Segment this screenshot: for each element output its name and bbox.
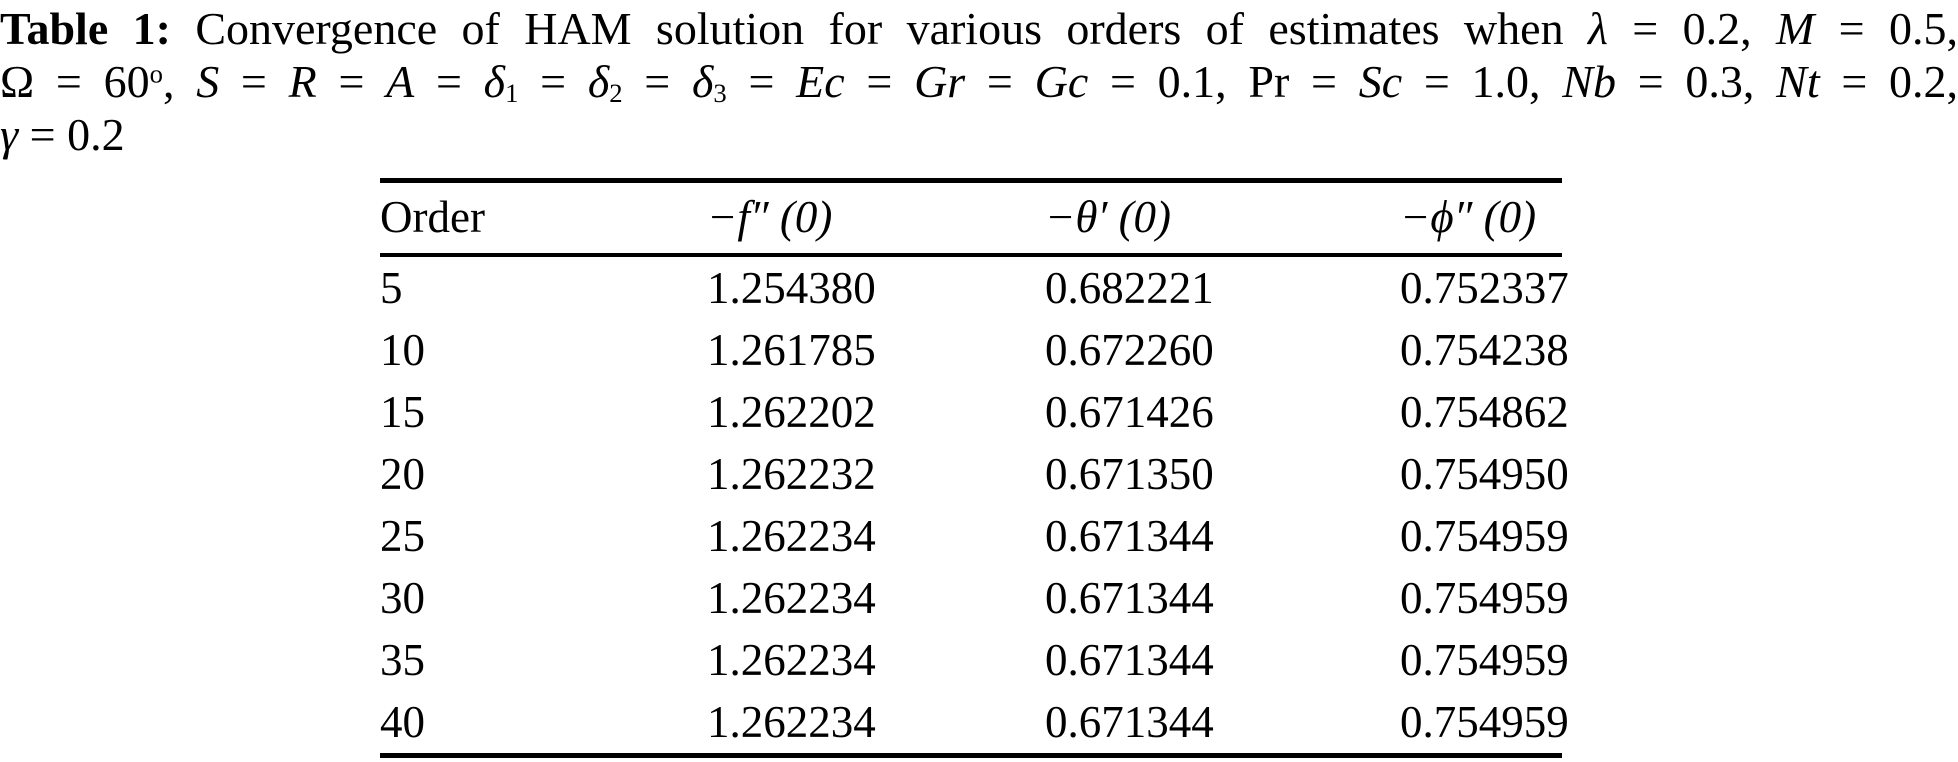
cell-theta-prime-at-0: 0.671344 <box>1045 635 1214 685</box>
caption-segment: Ω <box>0 56 35 107</box>
caption-segment: 1 <box>505 77 519 108</box>
caption-segment: o <box>149 58 163 89</box>
cell-theta-prime-at-0: 0.682221 <box>1045 263 1214 313</box>
caption-segment: = <box>844 56 915 107</box>
caption-segment: δ <box>587 56 610 107</box>
caption-label: Table 1: <box>0 3 171 54</box>
caption-segment: = 0.3, <box>1615 56 1777 107</box>
caption-segment: A <box>386 56 415 107</box>
cell-order: 10 <box>380 325 425 375</box>
caption-segment: = 0.2, <box>1819 56 1958 107</box>
cell-phi-double-prime-at-0: 0.754959 <box>1400 697 1569 747</box>
column-header-theta-prime-at-0: −θ′ (0) <box>1045 180 1400 257</box>
table-row: 10 1.261785 0.672260 0.754238 <box>380 319 1569 381</box>
cell-phi-double-prime-at-0: 0.754862 <box>1400 387 1569 437</box>
column-header-phi-double-prime-at-0: −ϕ″ (0) <box>1400 180 1562 257</box>
cell-f-double-prime-at-0: 1.262234 <box>707 635 876 685</box>
cell-f-double-prime-at-0: 1.262234 <box>707 511 876 561</box>
cell-f-double-prime-at-0: 1.262234 <box>707 697 876 747</box>
cell-phi-double-prime-at-0: 0.754959 <box>1400 635 1569 685</box>
caption-segment: = <box>726 56 797 107</box>
cell-phi-double-prime-at-0: 0.754959 <box>1400 573 1569 623</box>
cell-f-double-prime-at-0: 1.262234 <box>707 573 876 623</box>
table-row: 35 1.262234 0.671344 0.754959 <box>380 629 1569 691</box>
caption-segment: Ec <box>796 56 845 107</box>
table-row: 20 1.262232 0.671350 0.754950 <box>380 443 1569 505</box>
cell-order: 30 <box>380 573 425 623</box>
column-header-order: Order <box>380 180 707 257</box>
caption-line: Table 1: Convergence of HAM solution for… <box>0 2 1958 55</box>
caption-segment: Nb <box>1562 56 1616 107</box>
caption-segment: = 60 <box>34 56 150 107</box>
cell-order: 35 <box>380 635 425 685</box>
cell-order: 15 <box>380 387 425 437</box>
cell-theta-prime-at-0: 0.672260 <box>1045 325 1214 375</box>
caption-segment: Sc <box>1358 56 1403 107</box>
caption-segment: = 0.5, <box>1814 3 1958 54</box>
cell-theta-prime-at-0: 0.671350 <box>1045 449 1214 499</box>
table-row: 5 1.254380 0.682221 0.752337 <box>380 255 1569 319</box>
caption-segment: S <box>196 56 220 107</box>
caption-segment: = <box>219 56 289 107</box>
cell-f-double-prime-at-0: 1.262232 <box>707 449 876 499</box>
cell-order: 5 <box>380 263 403 313</box>
caption-segment: = 0.2 <box>18 109 125 160</box>
caption-segment: = 0.2, <box>1607 3 1776 54</box>
caption-segment: λ <box>1587 3 1608 54</box>
cell-order: 40 <box>380 697 425 747</box>
caption-line: γ = 0.2 <box>0 108 1958 161</box>
caption-segment: = 1.0, <box>1402 56 1563 107</box>
cell-theta-prime-at-0: 0.671344 <box>1045 697 1214 747</box>
table-body: 5 1.254380 0.682221 0.752337 10 1.261785 0.672… <box>380 255 1569 756</box>
cell-theta-prime-at-0: 0.671426 <box>1045 387 1214 437</box>
table-row: 40 1.262234 0.671344 0.754959 <box>380 691 1569 756</box>
caption-segment: = <box>518 56 588 107</box>
caption-segment: M <box>1775 3 1815 54</box>
header-row: Order −f″ (0) −θ′ (0) −ϕ″ (0) <box>380 180 1562 257</box>
caption-segment: Nt <box>1776 56 1820 107</box>
caption-segment: δ <box>691 56 714 107</box>
caption-segment: = 0.1, Pr = <box>1088 56 1359 107</box>
column-header-f-double-prime-at-0: −f″ (0) <box>707 180 1045 257</box>
table-row: 30 1.262234 0.671344 0.754959 <box>380 567 1569 629</box>
caption-segment: γ <box>0 109 19 160</box>
table-caption: Table 1: Convergence of HAM solution for… <box>0 2 1958 161</box>
caption-segment: = <box>965 56 1035 107</box>
cell-theta-prime-at-0: 0.671344 <box>1045 573 1214 623</box>
cell-f-double-prime-at-0: 1.262202 <box>707 387 876 437</box>
caption-segment: , <box>162 56 197 107</box>
caption-segment: = <box>414 56 484 107</box>
table-head: Order −f″ (0) −θ′ (0) −ϕ″ (0) <box>380 180 1562 257</box>
caption-segment: Convergence of HAM solution for various … <box>170 3 1588 54</box>
caption-segment: = <box>316 56 387 107</box>
convergence-table: Order −f″ (0) −θ′ (0) −ϕ″ (0) 5 1.254380 0.68… <box>380 178 1569 758</box>
cell-order: 20 <box>380 449 425 499</box>
caption-segment: Gr <box>914 56 966 107</box>
cell-phi-double-prime-at-0: 0.754950 <box>1400 449 1569 499</box>
cell-phi-double-prime-at-0: 0.754238 <box>1400 325 1569 375</box>
caption-segment: = <box>622 56 692 107</box>
table-row: 15 1.262202 0.671426 0.754862 <box>380 381 1569 443</box>
caption-line: Ω = 60o, S = R = A = δ1 = δ2 = δ3 = Ec =… <box>0 55 1958 108</box>
caption-segment: Gc <box>1034 56 1089 107</box>
cell-order: 25 <box>380 511 425 561</box>
cell-theta-prime-at-0: 0.671344 <box>1045 511 1214 561</box>
cell-f-double-prime-at-0: 1.254380 <box>707 263 876 313</box>
caption-segment: R <box>288 56 317 107</box>
cell-phi-double-prime-at-0: 0.754959 <box>1400 511 1569 561</box>
caption-segment: δ <box>483 56 506 107</box>
cell-f-double-prime-at-0: 1.261785 <box>707 325 876 375</box>
caption-segment: 2 <box>609 77 623 108</box>
table-row: 25 1.262234 0.671344 0.754959 <box>380 505 1569 567</box>
caption-segment: 3 <box>713 77 727 108</box>
cell-phi-double-prime-at-0: 0.752337 <box>1400 263 1569 313</box>
